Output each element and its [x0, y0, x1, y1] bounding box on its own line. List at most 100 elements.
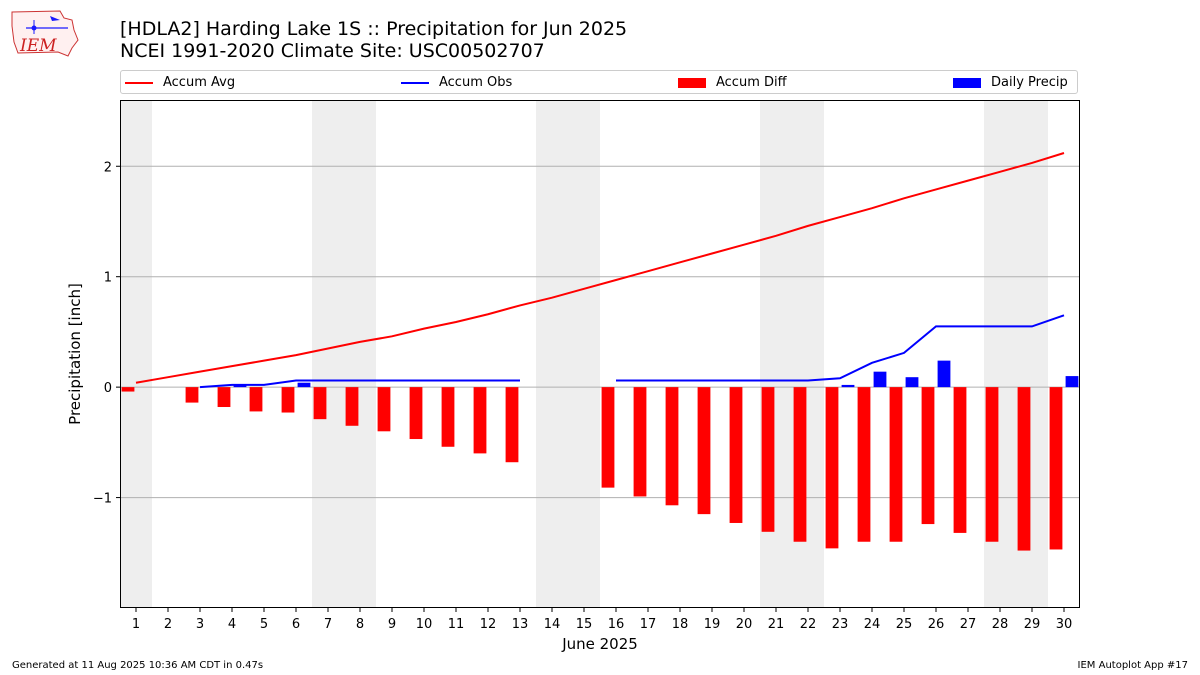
x-tick-label: 14: [544, 617, 561, 632]
accum-diff-bar: [633, 387, 647, 497]
accum-diff-bar: [409, 387, 423, 440]
x-axis-label: June 2025: [561, 635, 638, 653]
plot-frame: [120, 100, 1080, 608]
chart-subtitle: NCEI 1991-2020 Climate Site: USC00502707: [120, 40, 545, 62]
x-tick-label: 15: [576, 617, 593, 632]
y-tick-label: −1: [93, 492, 112, 507]
daily-precip-bar: [297, 382, 311, 388]
x-tick-label: 2: [164, 617, 172, 632]
accum-diff-bar: [601, 387, 615, 488]
accum-diff-bar: [793, 387, 807, 542]
footer-app: IEM Autoplot App #17: [1077, 660, 1188, 671]
iem-logo: IEM: [11, 10, 79, 57]
legend-label-daily-precip: Daily Precip: [991, 75, 1068, 90]
legend-item-daily-precip: Daily Precip: [953, 74, 1068, 92]
accum-diff-bar: [249, 387, 263, 412]
x-tick-label: 5: [260, 617, 268, 632]
accum-diff-bar: [345, 387, 359, 426]
accum-obs-line: [616, 314, 1065, 382]
accum-diff-bar: [825, 387, 839, 549]
x-tick-label: 18: [672, 617, 689, 632]
x-tick-label: 25: [896, 617, 913, 632]
legend-swatch-accum-diff: [678, 77, 706, 88]
accum-diff-bar: [729, 387, 743, 523]
accum-diff-bar: [665, 387, 679, 506]
chart-title: [HDLA2] Harding Lake 1S :: Precipitation…: [120, 18, 628, 40]
x-tick-label: 6: [292, 617, 300, 632]
legend-label-accum-diff: Accum Diff: [716, 75, 787, 90]
x-ticks: 1 2 3 4 5 6 7 8 9 10 11 12 13 14 15 16 17 18 19 20 21 22 23 24 2…: [132, 608, 1072, 632]
weekend-band: [536, 100, 600, 608]
x-tick-label: 13: [512, 617, 529, 632]
x-tick-label: 16: [608, 617, 625, 632]
line-layer: [135, 152, 1065, 389]
accum-diff-bar: [505, 387, 519, 463]
x-tick-label: 28: [992, 617, 1009, 632]
daily-precip-bar: [233, 384, 247, 388]
accum-diff-bar: [121, 387, 135, 392]
accum-diff-bar: [889, 387, 903, 542]
y-axis-label: Precipitation [inch]: [66, 283, 84, 425]
x-tick-label: 29: [1024, 617, 1041, 632]
y-tick-label: 2: [104, 160, 112, 175]
accum-diff-bar: [985, 387, 999, 542]
accum-avg-line: [135, 152, 1065, 384]
accum-diff-bar: [761, 387, 775, 532]
x-tick-label: 4: [228, 617, 236, 632]
x-tick-label: 1: [132, 617, 140, 632]
x-tick-label: 21: [768, 617, 785, 632]
chart-legend: Accum Avg Accum Obs Accum Diff Daily Pre…: [120, 70, 1078, 94]
x-tick-label: 7: [324, 617, 332, 632]
x-tick-label: 20: [736, 617, 753, 632]
legend-item-accum-diff: Accum Diff: [678, 74, 787, 92]
accum-diff-bar: [921, 387, 935, 525]
accum-obs-line: [199, 379, 520, 389]
y-tick-label: 0: [104, 381, 112, 396]
x-tick-label: 8: [356, 617, 364, 632]
y-tick-label: 1: [104, 271, 112, 286]
weekend-band: [120, 100, 152, 608]
svg-text:IEM: IEM: [19, 36, 57, 56]
x-tick-label: 12: [480, 617, 497, 632]
accum-diff-bar: [857, 387, 871, 542]
accum-diff-bar: [697, 387, 711, 515]
accum-diff-bar: [473, 387, 487, 454]
accum-diff-bar: [1017, 387, 1031, 551]
daily-precip-bar: [873, 371, 887, 388]
accum-diff-bar: [217, 387, 231, 408]
y-grid-layer: [120, 165, 1080, 499]
accum-diff-bar: [953, 387, 967, 533]
x-tick-label: 26: [928, 617, 945, 632]
daily-precip-bar: [1065, 376, 1079, 388]
daily-precip-bar: [937, 360, 951, 388]
weekend-band: [312, 100, 376, 608]
x-tick-label: 22: [800, 617, 817, 632]
x-tick-label: 19: [704, 617, 721, 632]
x-tick-label: 17: [640, 617, 657, 632]
legend-item-accum-obs: Accum Obs: [401, 74, 512, 92]
footer-generated: Generated at 11 Aug 2025 10:36 AM CDT in…: [12, 660, 264, 671]
accum-diff-bar: [441, 387, 455, 447]
legend-swatch-daily-precip: [953, 77, 981, 88]
x-tick-label: 11: [448, 617, 465, 632]
bar-layer: [121, 360, 1079, 551]
accum-diff-bar: [281, 387, 295, 413]
legend-swatch-accum-obs: [401, 81, 429, 84]
daily-precip-bar: [905, 377, 919, 388]
x-tick-label: 10: [416, 617, 433, 632]
x-tick-label: 23: [832, 617, 849, 632]
weekend-shading-layer: [120, 100, 1048, 608]
accum-diff-bar: [185, 387, 199, 403]
legend-item-accum-avg: Accum Avg: [125, 74, 235, 92]
daily-precip-bar: [841, 384, 855, 388]
accum-diff-bar: [313, 387, 327, 420]
legend-label-accum-avg: Accum Avg: [163, 75, 236, 90]
legend-swatch-accum-avg: [125, 81, 153, 84]
x-tick-label: 24: [864, 617, 881, 632]
x-tick-label: 30: [1056, 617, 1073, 632]
accum-diff-bar: [1049, 387, 1063, 550]
accum-diff-bar: [377, 387, 391, 432]
y-ticks: −1 0 1 2: [93, 160, 120, 507]
x-tick-label: 9: [388, 617, 396, 632]
